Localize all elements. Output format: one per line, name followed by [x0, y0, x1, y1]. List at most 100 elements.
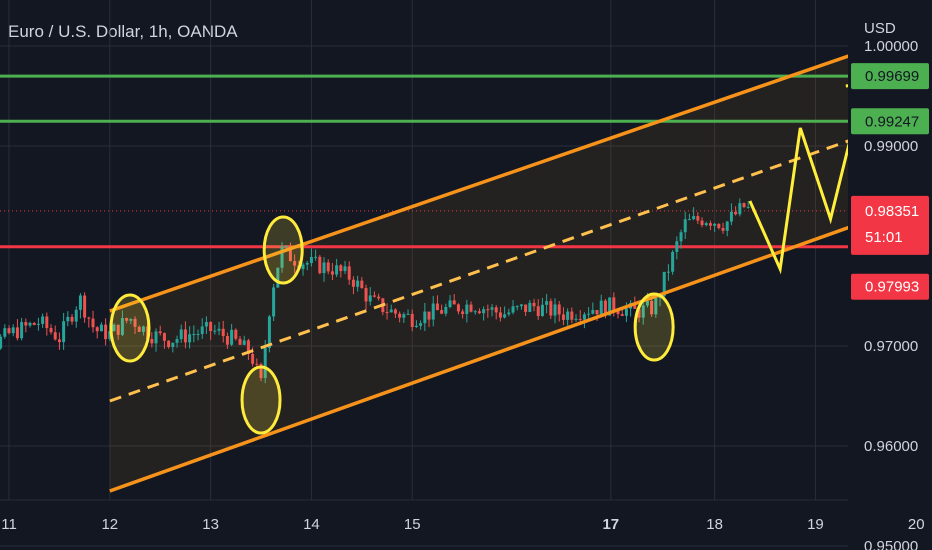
- candle-body: [99, 324, 103, 332]
- last-price-label: 0.98351: [865, 203, 919, 220]
- candle-body: [452, 300, 456, 305]
- candle-body: [620, 314, 624, 316]
- candle-body: [305, 263, 309, 265]
- highlight-circle: [633, 292, 675, 362]
- candle-body: [368, 295, 372, 302]
- candle-body: [645, 300, 649, 306]
- countdown-label: 51:01: [865, 229, 903, 246]
- channel-lines[interactable]: [109, 10, 932, 493]
- candle-body: [566, 311, 570, 320]
- candle-body: [15, 327, 19, 339]
- candle-body: [188, 334, 192, 343]
- candle-body: [217, 328, 221, 331]
- candle-body: [713, 223, 717, 226]
- candle-body: [133, 318, 137, 327]
- price-badges: 0.99699 0.99247 0.98351 51:01 0.97993: [851, 63, 929, 300]
- highlight-circle: [109, 293, 151, 363]
- candle-body: [414, 325, 418, 327]
- candle-body: [435, 303, 439, 311]
- candle-body: [301, 264, 305, 270]
- candle-body: [427, 311, 431, 320]
- candle-body: [419, 323, 423, 326]
- candle-body: [91, 318, 95, 328]
- x-tick-label: 18: [706, 516, 723, 533]
- candle-body: [540, 304, 544, 317]
- candle-body: [519, 304, 523, 307]
- candle-body: [503, 314, 507, 318]
- candle-body: [246, 340, 250, 354]
- candle-body: [561, 314, 565, 320]
- candle-body: [641, 305, 645, 318]
- resistance-badge-label: 0.99699: [865, 68, 919, 85]
- candle-body: [704, 223, 708, 226]
- candle-body: [57, 339, 61, 343]
- candle-body: [104, 324, 108, 340]
- candle-body: [276, 267, 280, 288]
- candle-body: [347, 266, 351, 280]
- channel-lower-line: [109, 195, 932, 493]
- candle-body: [738, 203, 742, 215]
- candle-body: [385, 312, 389, 314]
- candle-body: [209, 322, 213, 332]
- candle-body: [448, 300, 452, 307]
- candle-body: [141, 326, 145, 332]
- candle-body: [524, 304, 528, 312]
- candle-body: [599, 300, 603, 315]
- candle-body: [696, 216, 700, 221]
- candle-body: [112, 324, 116, 332]
- y-tick-label: 0.97000: [864, 338, 918, 355]
- candle-body: [162, 333, 166, 341]
- candle-body: [175, 339, 179, 343]
- candle-body: [20, 322, 24, 339]
- candle-body: [238, 338, 242, 345]
- candle-body: [150, 339, 154, 344]
- horizontal-levels[interactable]: [0, 74, 848, 249]
- candle-body: [725, 221, 729, 231]
- candle-body: [87, 317, 91, 319]
- support-badge-label: 0.97993: [865, 279, 919, 296]
- candle-body: [322, 262, 326, 274]
- price-axis[interactable]: USD1.010000.970000.960000.950001.000000.…: [864, 0, 918, 550]
- candle-body: [582, 314, 586, 320]
- channel-fill: [109, 27, 932, 491]
- candle-body: [528, 302, 532, 312]
- candle-body: [314, 256, 318, 258]
- x-tick-label: 20: [908, 516, 925, 533]
- candle-body: [650, 300, 654, 315]
- candle-body: [251, 353, 255, 364]
- candle-body: [477, 311, 481, 314]
- candle-body: [536, 306, 540, 317]
- candle-body: [708, 223, 712, 226]
- channel-fill-area: [109, 27, 932, 491]
- candle-body: [742, 203, 746, 208]
- candle-body: [32, 322, 36, 325]
- candle-body: [230, 329, 234, 345]
- channel-upper-line: [109, 25, 932, 313]
- candle-body: [486, 309, 490, 311]
- time-axis[interactable]: 11121314151718192021: [0, 499, 932, 533]
- candle-body: [608, 297, 612, 316]
- candle-body: [692, 216, 696, 220]
- candle-body: [200, 326, 204, 335]
- x-tick-label: 15: [404, 516, 421, 533]
- candle-body: [351, 279, 355, 287]
- candle-body: [221, 328, 225, 337]
- candle-body: [36, 323, 40, 325]
- candle-body: [335, 265, 339, 275]
- candle-body: [78, 295, 82, 310]
- candle-body: [192, 334, 196, 336]
- highlight-circles[interactable]: [109, 215, 675, 435]
- candle-body: [377, 296, 381, 299]
- channel-middle-line: [109, 109, 932, 403]
- candle-body: [53, 332, 57, 340]
- candle-body: [616, 310, 620, 315]
- candle-body: [259, 364, 263, 379]
- candle-body: [280, 246, 284, 268]
- candle-body: [456, 304, 460, 312]
- candle-body: [603, 300, 607, 316]
- chart-title: Euro / U.S. Dollar, 1h, OANDA: [8, 22, 238, 41]
- candle-body: [662, 271, 666, 297]
- resistance-badge-label: 0.99247: [865, 113, 919, 130]
- candle-body: [284, 246, 288, 248]
